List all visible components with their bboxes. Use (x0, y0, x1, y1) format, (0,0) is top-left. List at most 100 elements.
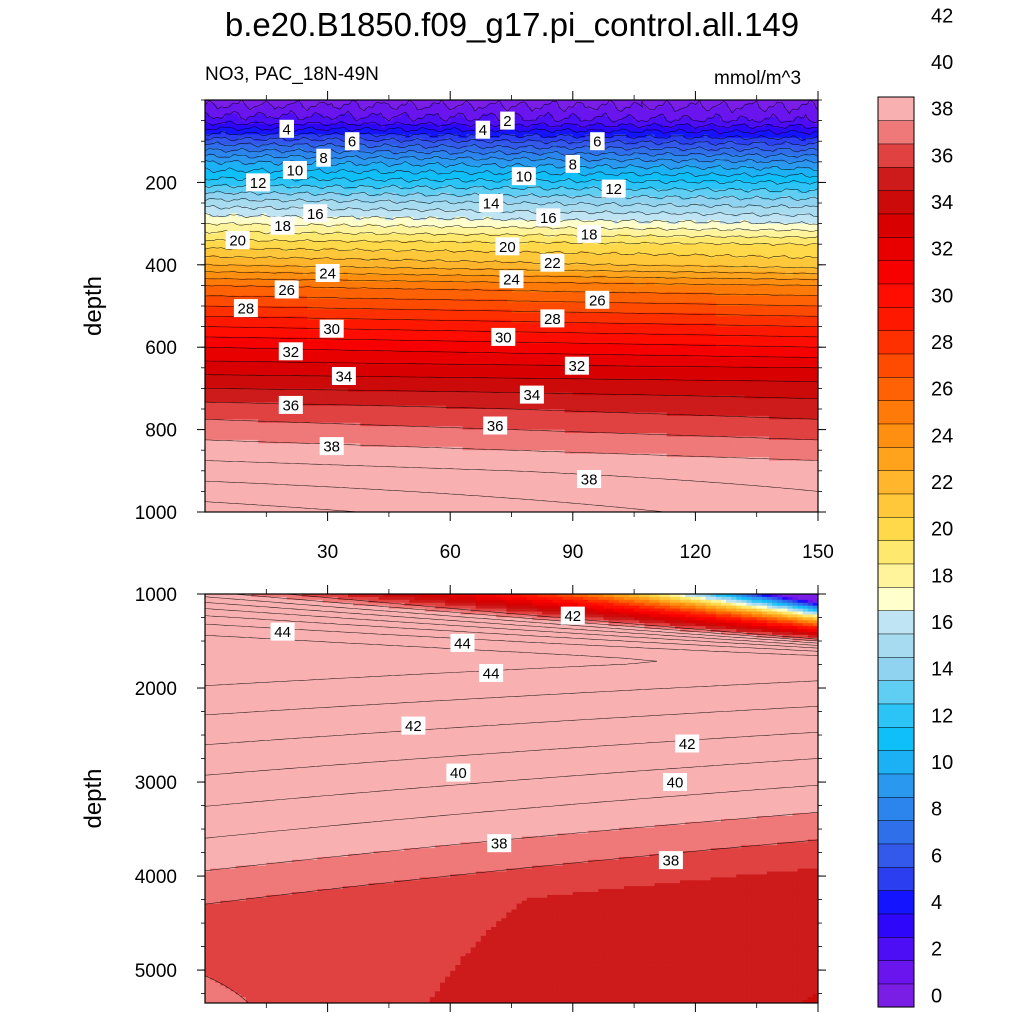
contour-label: 28 (540, 309, 565, 328)
colorbar-tick-label: 16 (931, 612, 953, 634)
y-tick-label: 3000 (135, 773, 177, 794)
colorbar-tick-label: 6 (931, 845, 942, 867)
y-axis-label: depth (80, 276, 107, 336)
contour-label-box (500, 111, 515, 130)
contour-label-box (270, 216, 295, 235)
colorbar-swatch (877, 983, 915, 1008)
contour-label-box (536, 208, 561, 227)
contour-label: 8 (565, 154, 580, 173)
contour-label-box (331, 367, 356, 385)
lower-field (205, 594, 818, 1003)
y-tick-label: 1000 (135, 503, 177, 524)
contour-label-box (499, 270, 524, 289)
colorbar-swatch (877, 283, 915, 308)
colorbar-swatch (877, 166, 915, 191)
contour-label-box (446, 763, 471, 782)
colorbar-tick-label: 28 (931, 332, 953, 354)
colorbar-swatch (877, 96, 915, 121)
contour-label-text: 16 (307, 206, 324, 223)
contour-label: 28 (233, 299, 258, 318)
y-tick-label: 200 (145, 173, 177, 194)
colorbar-tick-label: 38 (931, 99, 953, 121)
contour-label: 16 (536, 208, 561, 227)
colorbar: 0246810121416182022242628303234363840424… (877, 5, 953, 1008)
contour-label-text: 14 (483, 196, 500, 213)
contour-label-text: 44 (454, 635, 471, 652)
colorbar-swatch (877, 260, 915, 285)
y-tick-label: 2000 (135, 679, 177, 700)
contour-label-text: 20 (499, 239, 516, 256)
contour-label-box (246, 173, 271, 192)
units-label: mmol/m^3 (714, 68, 801, 90)
colorbar-swatch (877, 236, 915, 261)
contour-label-text: 12 (605, 181, 622, 198)
contour-label: 22 (540, 253, 565, 272)
colorbar-swatch (877, 656, 915, 681)
contour-label-text: 44 (274, 624, 291, 641)
lower-panel: 42 44 44 44 42 42 40 40 38 38 1000 2000 3000 4000 5000… (80, 585, 826, 1012)
colorbar-tick-label: 26 (931, 379, 953, 401)
colorbar-tick-label: 42 (931, 5, 953, 27)
contour-label-text: 40 (450, 765, 467, 782)
contour-label-text: 18 (274, 218, 291, 235)
contour-label-box (225, 231, 250, 250)
colorbar-swatch (877, 680, 915, 705)
colorbar-swatch (877, 213, 915, 238)
contour-label-box (282, 161, 307, 179)
contour-label: 4 (475, 120, 491, 139)
contour-label-box (278, 342, 303, 361)
colorbar-frame (877, 96, 915, 1008)
contour-label-box (590, 132, 605, 151)
chart-title: b.e20.B1850.f09_g17.pi_control.all.149 (0, 6, 1024, 44)
contour-label: 12 (246, 173, 271, 192)
contour-label: 2 (500, 111, 515, 130)
contour-label: 42 (401, 716, 426, 735)
x-tick-label: 150 (802, 542, 834, 563)
contour-label: 38 (577, 470, 602, 489)
colorbar-swatch (877, 960, 915, 985)
contour-label-text: 38 (491, 836, 508, 853)
contour-label-text: 12 (250, 175, 267, 192)
contour-label-box (565, 154, 580, 173)
colorbar-swatch (877, 703, 915, 728)
colorbar-tick-label: 4 (931, 892, 942, 914)
contour-label: 10 (511, 167, 536, 186)
contour-label-text: 42 (679, 736, 696, 753)
colorbar-tick-label: 24 (931, 425, 953, 447)
colorbar-tick-label: 22 (931, 472, 953, 494)
upper-field (205, 100, 818, 512)
colorbar-swatch (877, 866, 915, 891)
contour-label-box (315, 264, 340, 282)
contour-label: 38 (319, 437, 344, 456)
colorbar-swatch (877, 400, 915, 425)
colorbar-swatch (877, 516, 915, 541)
colorbar-swatch (877, 353, 915, 378)
contour-label-box (344, 132, 360, 151)
contour-label: 10 (282, 161, 307, 180)
contour-label-box (479, 664, 504, 682)
contour-label: 12 (601, 179, 626, 198)
contour-label-box (278, 395, 303, 414)
colorbar-tick-label: 40 (931, 52, 953, 74)
contour-label-box (540, 253, 565, 272)
colorbar-tick-label: 14 (931, 659, 953, 681)
colorbar-swatch (877, 586, 915, 611)
colorbar-swatch (877, 143, 915, 168)
contour-label: 20 (495, 237, 520, 256)
contour-label-text: 38 (663, 853, 680, 870)
contour-label-box (475, 120, 491, 139)
colorbar-swatch (877, 190, 915, 215)
x-tick-label: 30 (317, 542, 338, 563)
colorbar-swatch (877, 913, 915, 938)
contour-label: 44 (450, 633, 475, 652)
colorbar-tick-label: 36 (931, 145, 953, 167)
variable-region-label: NO3, PAC_18N-49N (205, 64, 379, 86)
contour-label-box (319, 319, 344, 338)
contour-label-text: 8 (569, 156, 577, 173)
colorbar-swatch (877, 820, 915, 845)
contour-label-box (401, 716, 426, 735)
contour-label: 26 (274, 280, 299, 299)
colorbar-tick-label: 10 (931, 752, 953, 774)
colorbar-swatch (877, 376, 915, 401)
